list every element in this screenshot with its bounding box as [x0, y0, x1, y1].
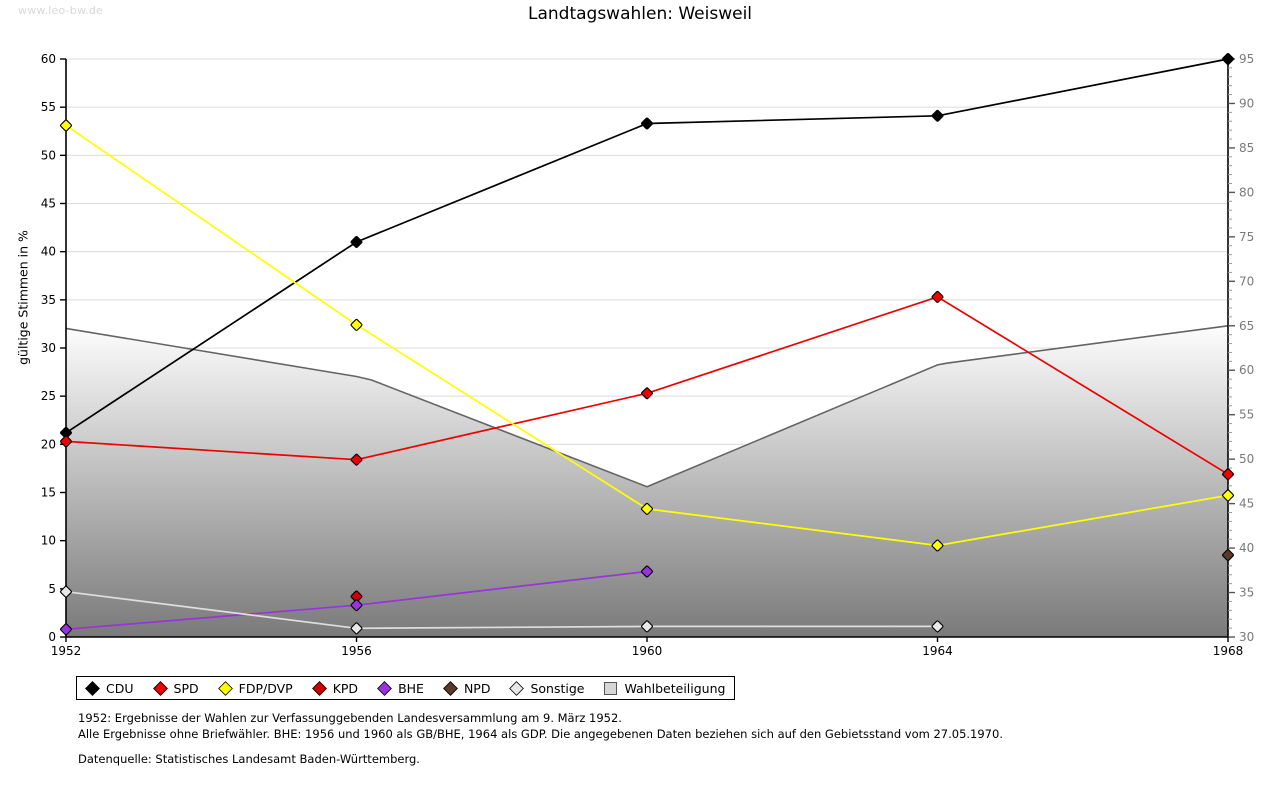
- left-tick-label: 60: [41, 52, 56, 66]
- right-tick-label: 40: [1239, 541, 1254, 555]
- right-tick-label: 30: [1239, 630, 1254, 644]
- data-point-marker: [641, 565, 653, 578]
- legend-label: NPD: [463, 680, 491, 696]
- legend-diamond-icon: [509, 680, 525, 696]
- x-tick-label: 1964: [922, 644, 953, 658]
- legend-label: Sonstige: [530, 680, 585, 696]
- data-point-marker: [350, 318, 363, 331]
- legend-label: KPD: [332, 680, 359, 696]
- left-tick-label: 15: [41, 486, 56, 500]
- data-point-marker: [350, 590, 363, 603]
- data-point-marker: [931, 290, 944, 303]
- right-tick-label: 35: [1239, 586, 1254, 600]
- footnote-line-1: 1952: Ergebnisse der Wahlen zur Verfassu…: [78, 711, 622, 725]
- legend-item-spd[interactable]: SPD: [152, 680, 199, 696]
- data-point-marker: [641, 502, 653, 515]
- legend-item-fdp-dvp[interactable]: FDP/DVP: [217, 680, 293, 696]
- data-point-marker: [350, 236, 363, 248]
- right-tick-label: 60: [1239, 363, 1254, 377]
- legend-label: BHE: [398, 680, 424, 696]
- data-point-marker: [641, 620, 653, 633]
- data-point-marker: [931, 620, 944, 633]
- x-tick-label: 1956: [341, 644, 372, 658]
- data-point-marker: [60, 435, 72, 448]
- right-tick-label: 50: [1239, 452, 1254, 466]
- data-point-marker: [350, 453, 363, 466]
- legend-diamond-icon: [377, 680, 392, 696]
- data-point-marker: [60, 119, 72, 132]
- x-tick-label: 1952: [51, 644, 82, 658]
- right-tick-label: 80: [1239, 185, 1254, 199]
- footnote-line-2: Alle Ergebnisse ohne Briefwähler. BHE: 1…: [78, 726, 1003, 741]
- left-tick-label: 45: [41, 197, 56, 211]
- legend-item-bhe[interactable]: BHE: [377, 680, 424, 696]
- right-tick-label: 55: [1239, 408, 1254, 422]
- legend-diamond-icon: [217, 680, 233, 696]
- legend-diamond-icon: [443, 680, 458, 696]
- data-point-marker: [1222, 549, 1234, 562]
- data-point-marker: [60, 426, 72, 439]
- data-series: [60, 53, 1234, 636]
- legend-diamond-icon: [152, 680, 168, 696]
- turnout-area: [65, 325, 1229, 637]
- right-tick-label: 65: [1239, 319, 1254, 333]
- legend-square-icon: [604, 681, 618, 695]
- x-tick-label: 1960: [632, 644, 663, 658]
- data-point-marker: [1222, 468, 1234, 481]
- data-point-marker: [931, 109, 944, 122]
- legend-item-npd[interactable]: NPD: [443, 680, 491, 696]
- legend-diamond-icon: [311, 680, 327, 696]
- watermark: www.leo-bw.de: [18, 4, 104, 17]
- left-tick-label: 0: [48, 630, 56, 644]
- legend-label: FDP/DVP: [238, 680, 293, 696]
- legend-item-wahlbeteiligung[interactable]: Wahlbeteiligung: [604, 681, 725, 696]
- data-point-marker: [1222, 53, 1234, 65]
- left-tick-label: 50: [41, 148, 56, 162]
- legend-label: SPD: [173, 680, 199, 696]
- right-tick-label: 70: [1239, 274, 1254, 288]
- right-tick-label: 95: [1239, 52, 1254, 66]
- left-tick-label: 55: [41, 100, 56, 114]
- data-point-marker: [641, 117, 653, 130]
- data-point-marker: [60, 623, 72, 636]
- left-tick-label: 30: [41, 341, 56, 355]
- legend-item-cdu[interactable]: CDU: [85, 680, 134, 696]
- data-point-marker: [350, 599, 363, 612]
- legend-item-sonstige[interactable]: Sonstige: [509, 680, 585, 696]
- left-tick-label: 35: [41, 293, 56, 307]
- data-point-marker: [641, 387, 653, 400]
- legend-label: CDU: [106, 680, 134, 696]
- right-tick-label: 45: [1239, 497, 1254, 511]
- footnotes: 1952: Ergebnisse der Wahlen zur Verfassu…: [78, 711, 1003, 742]
- page-title: Landtagswahlen: Weisweil: [527, 4, 753, 24]
- left-tick-label: 40: [41, 245, 56, 259]
- left-tick-label: 20: [41, 437, 56, 451]
- axis-tick-labels: 0 5 10 15 20 25 30 35 40 45 50 55 60 30 35 40 45 50 55 60 65…: [41, 52, 1255, 658]
- legend-label: Wahlbeteiligung: [624, 680, 726, 696]
- chart-legend: CDU SPD FDP/DVP KPD BHE NPD Sonstige Wahlbeteil…: [76, 676, 736, 700]
- legend-item-kpd[interactable]: KPD: [311, 680, 359, 696]
- right-tick-label: 75: [1239, 230, 1254, 244]
- right-tick-label: 85: [1239, 141, 1254, 155]
- data-source: Datenquelle: Statistisches Landesamt Bad…: [78, 752, 420, 766]
- right-tick-label: 90: [1239, 96, 1254, 110]
- data-point-marker: [1222, 489, 1234, 502]
- data-point-marker: [60, 585, 72, 598]
- left-tick-label: 5: [48, 582, 56, 596]
- data-point-marker: [931, 539, 944, 552]
- x-tick-label: 1968: [1213, 644, 1244, 658]
- left-tick-label: 25: [41, 389, 56, 403]
- left-tick-label: 10: [41, 534, 56, 548]
- data-point-marker: [350, 622, 363, 635]
- legend-diamond-icon: [85, 680, 100, 696]
